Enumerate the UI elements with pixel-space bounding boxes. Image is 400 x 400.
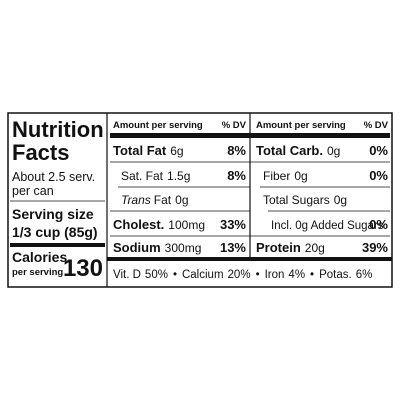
vitamin-amount: 50% xyxy=(145,269,168,281)
serving-size-label: Serving size xyxy=(12,206,94,222)
dv-header: % DV xyxy=(222,120,247,131)
label-border xyxy=(7,112,393,288)
thick-rule xyxy=(110,133,250,138)
nutrient-amount: 0g xyxy=(294,169,307,183)
nutrient-name: Fiber xyxy=(263,169,290,183)
dv: 8% xyxy=(227,168,246,183)
separator: • xyxy=(310,269,314,281)
calories-sublabel: per serving xyxy=(12,267,63,278)
nutrient-row: Fiber 0g xyxy=(263,169,308,183)
dv: 8% xyxy=(227,143,246,158)
nutrient-amount: 0g xyxy=(327,144,340,158)
dv: 39% xyxy=(362,240,388,255)
vitamin-name: Vit. D xyxy=(113,269,141,281)
nutrient-amount: 20g xyxy=(305,241,325,255)
separator: • xyxy=(256,269,260,281)
thick-rule xyxy=(107,257,392,261)
vitamins: Vit. D 50% • Calcium 20% • Iron 4% • Potas. 6% xyxy=(113,269,372,281)
nutrient-name: Fat xyxy=(154,193,172,207)
nutrient-amount: 100mg xyxy=(168,218,205,232)
nutrient-row: Sat. Fat 1.5g xyxy=(121,169,190,183)
vitamin-name: Calcium xyxy=(182,269,224,281)
vitamin-name: Iron xyxy=(265,269,285,281)
nutrient-amount: 300mg xyxy=(165,241,202,255)
nutrient-name: Sat. Fat xyxy=(121,169,164,183)
separator: • xyxy=(173,269,177,281)
nutrient-name: Cholest. xyxy=(113,217,164,232)
dv-header: % DV xyxy=(364,120,389,131)
column-header: Amount per serving xyxy=(256,120,346,131)
title: Facts xyxy=(12,140,69,165)
calories-value: 130 xyxy=(63,255,103,282)
nutrient-name: Trans xyxy=(121,193,151,207)
thick-rule xyxy=(10,243,105,247)
nutrient-name: Total Carb. xyxy=(256,143,323,158)
nutrient-amount: 0g xyxy=(175,193,188,207)
nutrient-name: Incl. 0g Added Sugars xyxy=(271,220,384,232)
dv: 33% xyxy=(220,217,246,232)
dv: 0% xyxy=(369,143,388,158)
dv: 0% xyxy=(369,217,388,232)
nutrient-row: Trans Fat 0g xyxy=(121,193,189,207)
nutrient-name: Total Fat xyxy=(113,143,167,158)
nutrient-row: Total Fat 6g xyxy=(113,143,184,158)
servings: per can xyxy=(12,184,54,198)
nutrient-name: Sodium xyxy=(113,240,161,255)
nutrient-name: Total Sugars xyxy=(263,193,330,207)
thick-rule xyxy=(250,133,390,138)
vitamin-amount: 20% xyxy=(228,269,251,281)
nutrient-name: Protein xyxy=(256,240,301,255)
servings: About 2.5 serv. xyxy=(12,170,95,184)
vitamin-name: Potas. xyxy=(319,269,352,281)
nutrient-row: Total Sugars 0g xyxy=(263,193,347,207)
nutrient-amount: 1.5g xyxy=(167,169,190,183)
vitamin-amount: 6% xyxy=(356,269,373,281)
nutrient-row: Protein 20g xyxy=(256,240,325,255)
serving-size-amount: 1/3 cup (85g) xyxy=(12,224,98,240)
nutrient-row: Sodium 300mg xyxy=(113,240,201,255)
nutrient-amount: 6g xyxy=(170,144,183,158)
nutrient-row: Total Carb. 0g xyxy=(256,143,340,158)
calories-label: Calories xyxy=(12,249,67,265)
column-header: Amount per serving xyxy=(113,120,203,131)
dv: 13% xyxy=(220,240,246,255)
nutrient-row: Cholest. 100mg xyxy=(113,217,205,232)
vitamin-amount: 4% xyxy=(288,269,305,281)
title: Nutrition xyxy=(12,117,104,142)
nutrient-amount: 0g xyxy=(334,193,347,207)
dv: 0% xyxy=(369,168,388,183)
